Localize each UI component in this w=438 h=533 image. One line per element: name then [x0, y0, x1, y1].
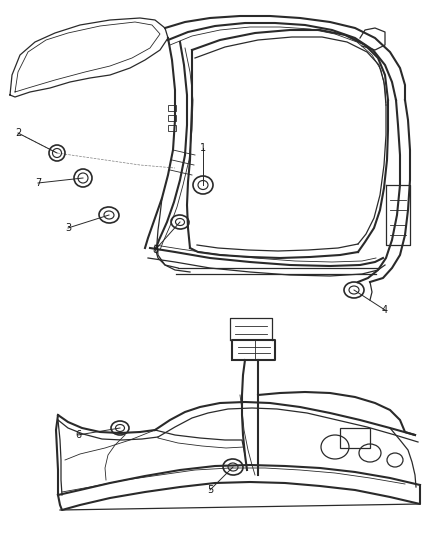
Text: 2: 2: [15, 128, 21, 138]
Text: 8: 8: [152, 245, 158, 255]
Bar: [168, 105, 176, 111]
Text: 6: 6: [75, 430, 81, 440]
Text: 4: 4: [381, 305, 387, 315]
Text: 1: 1: [199, 143, 205, 153]
Bar: [168, 125, 176, 131]
Bar: [339, 428, 369, 448]
Text: 3: 3: [65, 223, 71, 233]
Bar: [168, 115, 176, 121]
Text: 5: 5: [206, 485, 212, 495]
Text: 7: 7: [35, 178, 41, 188]
